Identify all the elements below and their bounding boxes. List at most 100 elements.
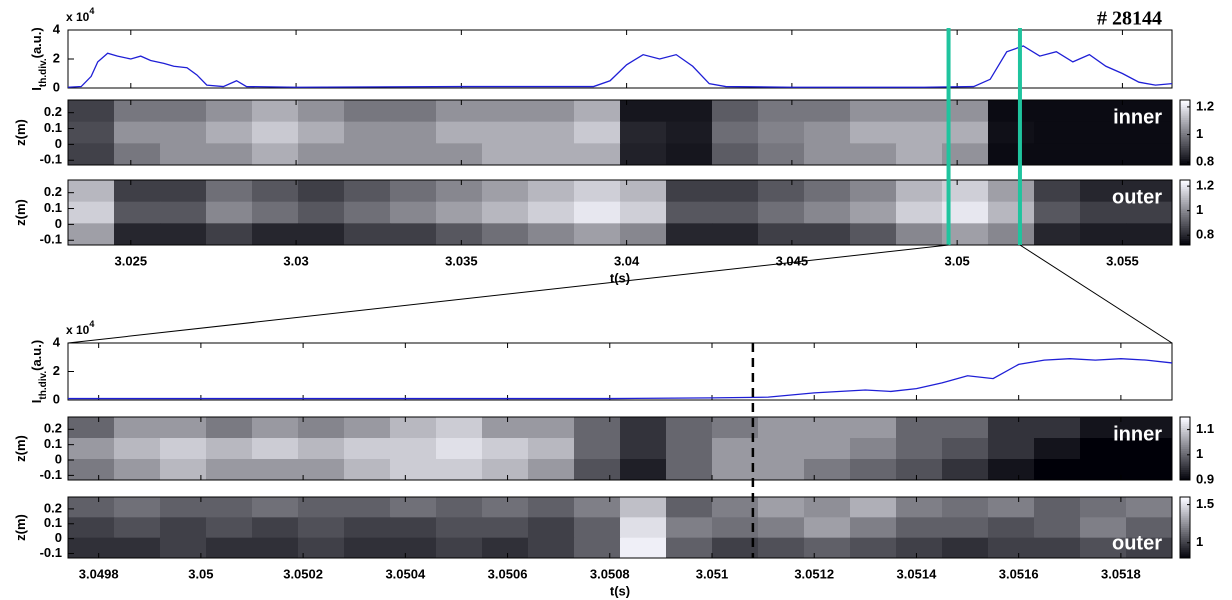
heat-cell xyxy=(988,497,1035,518)
heat-cell xyxy=(896,201,943,224)
heat-cell xyxy=(666,100,713,123)
heat-cell xyxy=(160,223,207,246)
heat-cell xyxy=(68,201,115,224)
heat-cell xyxy=(206,223,253,246)
colorbar-step xyxy=(1180,448,1190,452)
y-label-sub: th.div. xyxy=(38,58,49,87)
heat-cell xyxy=(804,223,851,246)
heat-cell xyxy=(712,497,759,518)
colorbar-step xyxy=(1180,444,1190,447)
heat-cell xyxy=(436,497,483,518)
heat-cell xyxy=(206,459,253,481)
colorbar-step xyxy=(1180,188,1190,192)
heat-cell xyxy=(252,438,299,460)
heat-cell xyxy=(666,497,713,518)
colorbar-step xyxy=(1180,523,1190,526)
heat-cell xyxy=(574,201,621,224)
heat-cell xyxy=(1034,180,1081,203)
line-series xyxy=(68,358,1173,400)
heat-cell xyxy=(68,438,115,460)
colorbar-step xyxy=(1180,158,1190,162)
heat-cell xyxy=(160,497,207,518)
x-tick-label: 3.0506 xyxy=(488,566,528,581)
heat-cell xyxy=(252,201,299,224)
heat-cell xyxy=(436,537,483,559)
heat-cell xyxy=(712,537,759,559)
x-tick-label: 3.0498 xyxy=(79,566,119,581)
colorbar-step xyxy=(1180,553,1190,557)
y-label-main: z(m) xyxy=(13,435,28,462)
y-label-sub: th.div. xyxy=(38,371,49,400)
heat-cell xyxy=(758,100,805,123)
heat-cell xyxy=(574,121,621,144)
zoom-connector xyxy=(1019,244,1173,344)
heat-cell xyxy=(390,180,437,203)
colorbar-step xyxy=(1180,136,1190,140)
heat-cell xyxy=(850,537,897,559)
heat-cell xyxy=(988,201,1035,224)
heat-cell xyxy=(804,438,851,460)
heat-cell xyxy=(298,223,345,246)
colorbar-step xyxy=(1180,197,1190,200)
heat-cell xyxy=(114,143,161,166)
heat-cell xyxy=(344,121,391,144)
heat-cell xyxy=(482,537,529,559)
scale-exponent: 4 xyxy=(89,6,94,16)
plot-frame xyxy=(67,496,1173,559)
heat-cell xyxy=(574,417,621,439)
heat-cell xyxy=(252,497,299,518)
colorbar-step xyxy=(1180,521,1190,524)
y-scale-label: x 104 xyxy=(66,6,94,24)
heat-cell xyxy=(1126,438,1173,460)
heat-cell xyxy=(160,180,207,203)
heat-cell xyxy=(804,180,851,203)
colorbar-tick-label: 0.8 xyxy=(1196,154,1214,169)
heat-cell xyxy=(436,180,483,203)
colorbar-tick-label: 1.2 xyxy=(1196,178,1214,193)
heat-cell xyxy=(528,100,575,123)
y-tick-label: 4 xyxy=(53,21,61,36)
x-axis-label: t(s) xyxy=(610,583,630,598)
y-axis-label: z(m) xyxy=(13,119,28,146)
colorbar-step xyxy=(1180,219,1190,222)
colorbar-step xyxy=(1180,199,1190,203)
heat-cell xyxy=(390,459,437,481)
y-label-unit: (a.u.) xyxy=(29,340,44,371)
heat-cell xyxy=(528,223,575,246)
heat-cell xyxy=(1080,143,1127,166)
heat-cell xyxy=(528,417,575,439)
heat-cell xyxy=(896,143,943,166)
colorbar-step xyxy=(1180,549,1190,553)
heat-cell xyxy=(620,537,667,559)
heat-cell xyxy=(942,417,989,439)
heat-cell xyxy=(390,537,437,559)
heat-cell xyxy=(988,180,1035,203)
colorbar-step xyxy=(1180,537,1190,541)
heat-cell xyxy=(758,438,805,460)
heat-cell xyxy=(528,180,575,203)
colorbar-step xyxy=(1180,128,1190,131)
y-tick-label: 2 xyxy=(53,50,60,65)
y-tick-label: -0.1 xyxy=(40,467,62,482)
heat-cell xyxy=(344,201,391,224)
colorbar-step xyxy=(1180,221,1190,224)
colorbar-step xyxy=(1180,452,1190,456)
heat-cell xyxy=(482,517,529,539)
colorbar-step xyxy=(1180,477,1190,481)
colorbar-step xyxy=(1180,517,1190,520)
heat-cell xyxy=(114,201,161,224)
heat-cell xyxy=(896,223,943,246)
heat-cell xyxy=(436,417,483,439)
heat-cell xyxy=(160,438,207,460)
y-tick-label: 0.1 xyxy=(44,200,62,215)
heat-cell xyxy=(942,438,989,460)
heat-cell xyxy=(436,201,483,224)
colorbar-step xyxy=(1180,115,1190,118)
y-scale-label: x 104 xyxy=(66,319,94,337)
heat-cell xyxy=(620,100,667,123)
heat-cell xyxy=(666,417,713,439)
y-label-unit: (a.u.) xyxy=(29,27,44,58)
panel-label: inner xyxy=(1113,423,1162,445)
colorbar-step xyxy=(1180,106,1190,110)
